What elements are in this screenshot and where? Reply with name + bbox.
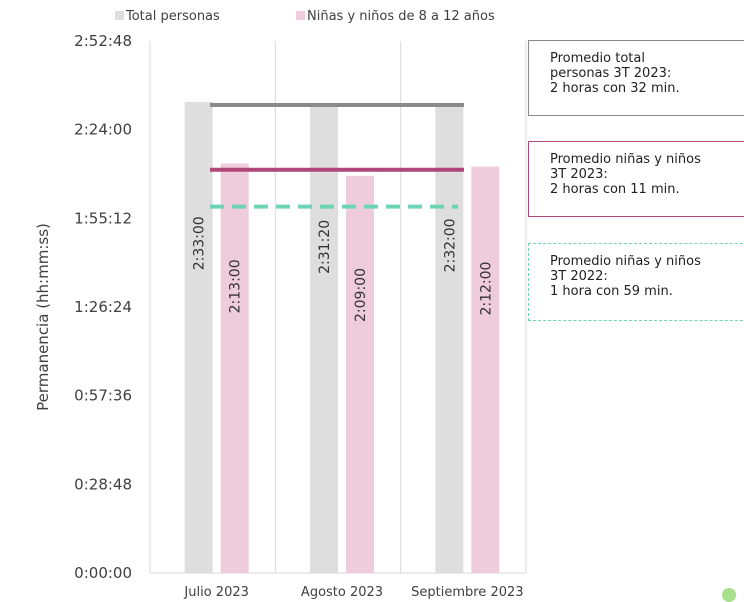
y-tick-label: 2:52:48 — [74, 32, 132, 50]
annotation-line: 1 hora con 59 min. — [550, 284, 673, 299]
data-label: 2:13:00 — [228, 259, 244, 313]
data-label: 2:31:20 — [317, 220, 333, 274]
x-tick-label: Septiembre 2023 — [411, 585, 523, 600]
x-tick-label: Agosto 2023 — [301, 585, 383, 600]
data-label: 2:32:00 — [442, 218, 458, 272]
annotation-line: personas 3T 2023: — [550, 66, 672, 81]
legend-label: Niñas y niños de 8 a 12 años — [307, 9, 495, 24]
bar-ninos — [220, 163, 249, 573]
bar-ninos — [471, 166, 500, 573]
legend-label: Total personas — [125, 9, 220, 24]
legend-swatch — [115, 11, 124, 20]
bar-total — [435, 105, 464, 573]
bar-total — [310, 107, 338, 573]
annotation-total-average: Promedio total personas 3T 2023: 2 horas… — [528, 40, 744, 116]
y-tick-label: 1:26:24 — [74, 298, 132, 316]
annotation-children-2022-average: Promedio niñas y niños 3T 2022: 1 hora c… — [528, 243, 744, 321]
data-label: 2:12:00 — [478, 262, 494, 316]
annotation-children-2023-average: Promedio niñas y niños 3T 2023: 2 horas … — [528, 141, 744, 217]
annotation-line: Promedio niñas y niños — [550, 254, 701, 269]
annotation-line: Promedio total — [550, 51, 645, 66]
legend-swatch — [296, 11, 305, 20]
annotation-line: Promedio niñas y niños — [550, 152, 701, 167]
annotation-line: 2 horas con 32 min. — [550, 81, 680, 96]
y-tick-label: 2:24:00 — [74, 121, 132, 139]
y-tick-label: 1:55:12 — [74, 209, 132, 227]
data-label: 2:33:00 — [192, 216, 208, 270]
annotation-line: 3T 2022: — [550, 269, 608, 284]
annotation-line: 3T 2023: — [550, 167, 608, 182]
y-tick-label: 0:57:36 — [74, 387, 132, 405]
y-tick-label: 0:28:48 — [74, 475, 132, 493]
bar-total — [184, 101, 213, 573]
y-axis-title: Permanencia (hh:mm:ss) — [34, 223, 52, 411]
bar-ninos — [346, 175, 374, 573]
data-label: 2:09:00 — [353, 268, 369, 322]
decorative-dot — [722, 588, 736, 602]
annotation-line: 2 horas con 11 min. — [550, 182, 680, 197]
y-tick-label: 0:00:00 — [74, 564, 132, 582]
x-tick-label: Julio 2023 — [183, 585, 248, 600]
